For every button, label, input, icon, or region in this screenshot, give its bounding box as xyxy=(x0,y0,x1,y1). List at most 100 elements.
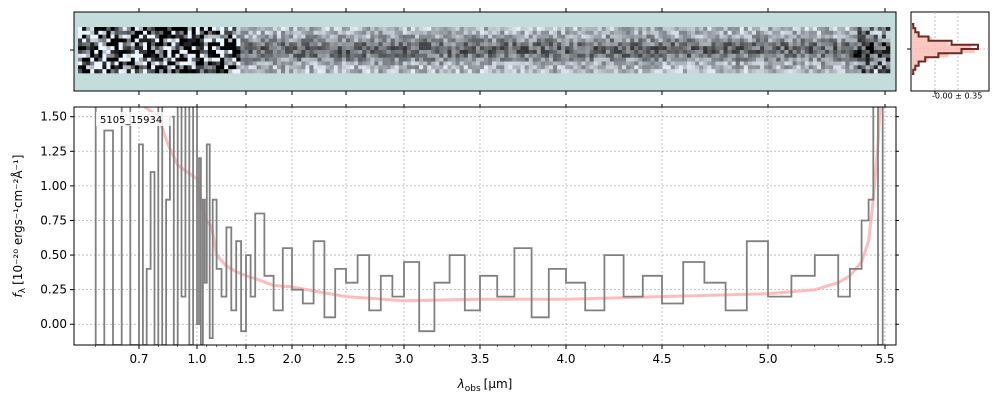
twod-pixel xyxy=(885,46,891,51)
twod-pixel xyxy=(350,30,355,35)
twod-pixel xyxy=(467,57,473,62)
twod-pixel xyxy=(147,42,152,47)
twod-pixel xyxy=(695,38,700,43)
twod-pixel xyxy=(439,61,444,66)
twod-pixel xyxy=(516,53,521,58)
twod-pixel xyxy=(731,57,737,62)
twod-pixel xyxy=(573,69,578,74)
twod-pixel xyxy=(630,65,635,70)
twod-pixel xyxy=(626,65,631,70)
twod-pixel xyxy=(256,34,261,39)
twod-pixel xyxy=(82,38,87,43)
twod-pixel xyxy=(220,46,225,51)
twod-pixel xyxy=(78,46,83,51)
twod-pixel xyxy=(812,53,818,58)
twod-pixel xyxy=(772,38,777,43)
twod-pixel xyxy=(520,50,525,55)
twod-pixel xyxy=(216,34,221,39)
twod-pixel xyxy=(825,46,830,51)
spectrum-id-label: 5105_15934 xyxy=(100,115,162,126)
twod-pixel xyxy=(577,57,582,62)
twod-pixel xyxy=(743,65,749,70)
twod-pixel xyxy=(394,42,400,47)
twod-pixel xyxy=(784,46,789,51)
twod-pixel xyxy=(735,42,741,47)
twod-pixel xyxy=(719,53,724,58)
twod-pixel xyxy=(382,38,387,43)
twod-pixel xyxy=(272,65,278,70)
twod-pixel xyxy=(484,50,489,55)
twod-pixel xyxy=(662,61,667,66)
twod-pixel xyxy=(630,34,635,39)
twod-pixel xyxy=(808,57,814,62)
twod-pixel xyxy=(520,61,525,66)
twod-pixel xyxy=(203,46,209,51)
twod-pixel xyxy=(350,27,355,32)
twod-pixel xyxy=(479,69,485,74)
twod-pixel xyxy=(589,65,594,70)
twod-pixel xyxy=(869,38,875,43)
twod-pixel xyxy=(825,65,830,70)
twod-pixel xyxy=(167,38,172,43)
twod-pixel xyxy=(415,27,420,32)
twod-pixel xyxy=(780,42,785,47)
twod-pixel xyxy=(808,27,814,32)
twod-pixel xyxy=(780,27,785,32)
twod-pixel xyxy=(739,65,745,70)
twod-pixel xyxy=(691,38,696,43)
twod-pixel xyxy=(646,46,651,51)
twod-pixel xyxy=(549,42,554,47)
twod-pixel xyxy=(581,50,586,55)
twod-pixel xyxy=(459,69,464,74)
twod-pixel xyxy=(516,61,521,66)
twod-pixel xyxy=(731,30,737,35)
twod-pixel xyxy=(565,53,570,58)
twod-pixel xyxy=(674,61,680,66)
twod-pixel xyxy=(126,65,132,70)
twod-pixel xyxy=(723,42,728,47)
twod-pixel xyxy=(386,46,391,51)
twod-pixel xyxy=(687,27,692,32)
twod-pixel xyxy=(171,57,176,62)
twod-pixel xyxy=(82,53,87,58)
twod-pixel xyxy=(634,30,639,35)
twod-pixel xyxy=(492,61,497,66)
twod-pixel xyxy=(881,57,887,62)
twod-pixel xyxy=(151,57,156,62)
twod-pixel xyxy=(881,46,887,51)
twod-pixel xyxy=(577,65,582,70)
twod-pixel xyxy=(837,69,842,74)
twod-pixel xyxy=(825,34,830,39)
twod-pixel xyxy=(573,38,578,43)
twod-pixel xyxy=(155,69,160,74)
twod-pixel xyxy=(163,53,168,58)
twod-pixel xyxy=(410,42,416,47)
twod-pixel xyxy=(577,38,582,43)
twod-pixel xyxy=(329,42,335,47)
twod-pixel xyxy=(398,57,404,62)
twod-pixel xyxy=(585,34,590,39)
twod-pixel xyxy=(833,42,838,47)
twod-pixel xyxy=(618,69,623,74)
twod-pixel xyxy=(731,65,737,70)
twod-pixel xyxy=(394,46,400,51)
twod-pixel xyxy=(435,50,440,55)
twod-pixel xyxy=(427,38,432,43)
twod-pixel xyxy=(163,69,168,74)
twod-pixel xyxy=(309,65,314,70)
twod-pixel xyxy=(561,38,566,43)
twod-pixel xyxy=(264,65,270,70)
twod-pixel xyxy=(687,50,692,55)
twod-pixel xyxy=(642,69,647,74)
twod-pixel xyxy=(727,53,732,58)
twod-pixel xyxy=(268,30,274,35)
twod-pixel xyxy=(577,27,582,32)
twod-pixel xyxy=(646,42,651,47)
twod-pixel xyxy=(341,30,347,35)
twod-pixel xyxy=(126,27,132,32)
twod-pixel xyxy=(841,53,846,58)
twod-pixel xyxy=(102,27,107,32)
twod-pixel xyxy=(618,27,623,32)
twod-pixel xyxy=(475,27,481,32)
twod-pixel xyxy=(788,53,793,58)
